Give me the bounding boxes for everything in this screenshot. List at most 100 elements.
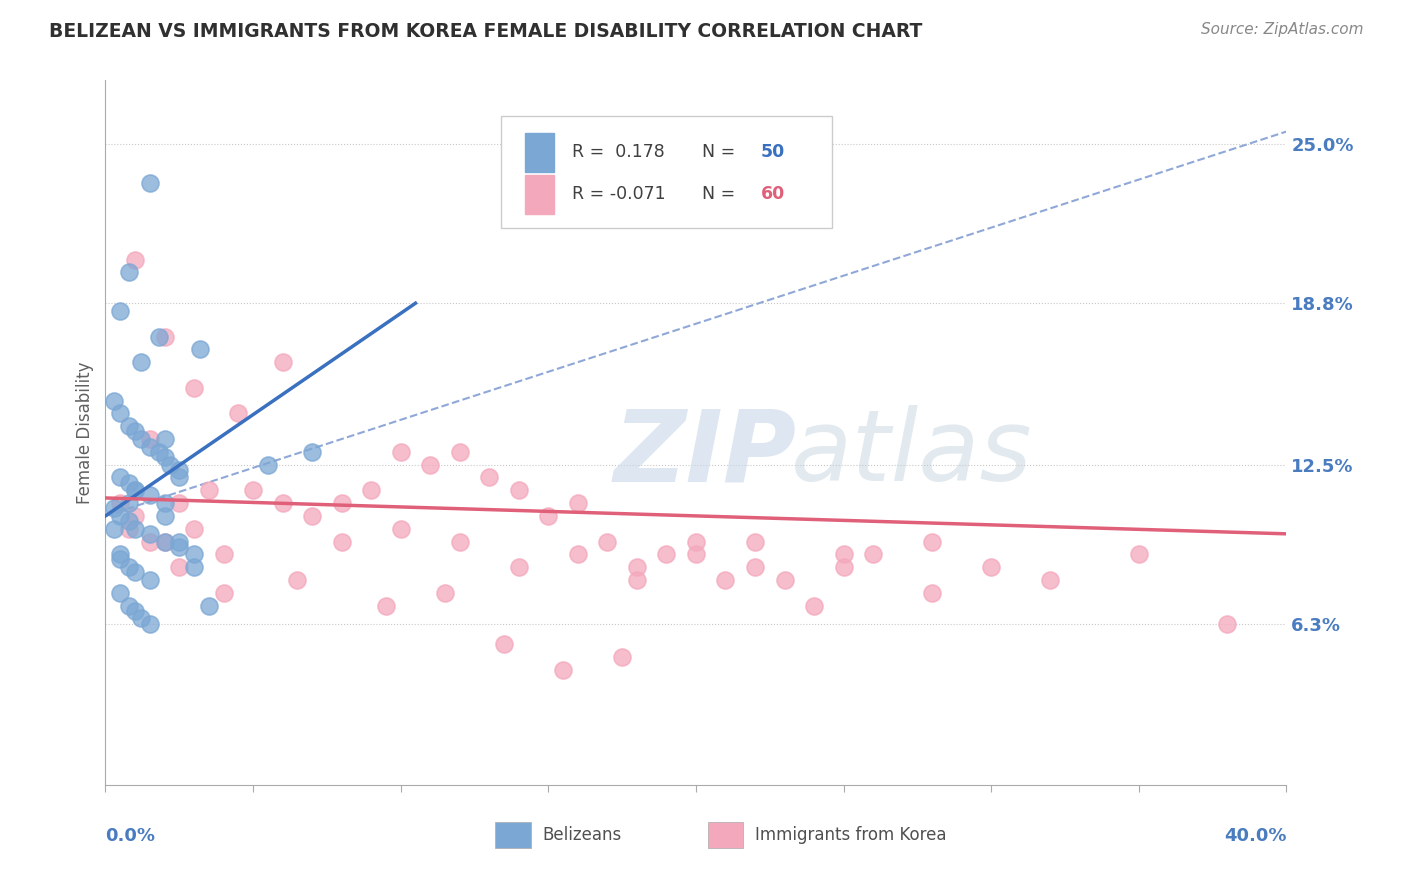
Point xyxy=(553,663,575,677)
Point xyxy=(110,547,132,561)
Point xyxy=(129,432,152,446)
Point xyxy=(103,522,125,536)
Point xyxy=(685,547,707,561)
Point xyxy=(478,470,501,484)
Point xyxy=(129,611,152,625)
Point xyxy=(374,599,398,613)
Point xyxy=(714,573,737,587)
Point xyxy=(138,573,162,587)
Point xyxy=(271,496,294,510)
Point xyxy=(626,560,648,574)
Point xyxy=(492,637,515,651)
Point xyxy=(1039,573,1062,587)
Y-axis label: Female Disability: Female Disability xyxy=(76,361,94,504)
Point xyxy=(148,445,170,459)
Point xyxy=(110,406,132,420)
Text: R = -0.071: R = -0.071 xyxy=(572,186,665,203)
Point xyxy=(124,604,146,618)
Point xyxy=(110,586,132,600)
FancyBboxPatch shape xyxy=(501,116,832,228)
Point xyxy=(153,508,176,523)
Point xyxy=(271,355,294,369)
Point xyxy=(921,586,943,600)
Text: ZIP: ZIP xyxy=(613,405,796,502)
Point xyxy=(832,547,855,561)
Point xyxy=(832,560,855,574)
Point xyxy=(118,475,141,490)
Point xyxy=(1128,547,1150,561)
Point xyxy=(212,547,235,561)
Point xyxy=(124,252,146,267)
Point xyxy=(921,534,943,549)
Point xyxy=(169,470,191,484)
Point xyxy=(183,560,205,574)
Text: R =  0.178: R = 0.178 xyxy=(572,143,665,161)
Point xyxy=(626,573,648,587)
Point xyxy=(389,522,412,536)
Point xyxy=(301,445,323,459)
Point xyxy=(188,343,211,357)
Point xyxy=(138,534,162,549)
Point xyxy=(118,599,141,613)
Point xyxy=(612,649,634,664)
Point xyxy=(287,573,309,587)
Text: N =: N = xyxy=(702,186,735,203)
Point xyxy=(433,586,456,600)
Point xyxy=(148,329,170,343)
Point xyxy=(360,483,382,498)
Text: Source: ZipAtlas.com: Source: ZipAtlas.com xyxy=(1201,22,1364,37)
Point xyxy=(419,458,441,472)
Point xyxy=(129,355,152,369)
Text: 50: 50 xyxy=(761,143,785,161)
Point xyxy=(449,534,471,549)
Point xyxy=(567,547,589,561)
Point xyxy=(655,547,678,561)
Point xyxy=(138,488,162,502)
Point xyxy=(138,440,162,454)
Point xyxy=(124,483,146,498)
Point xyxy=(803,599,825,613)
Point xyxy=(169,560,191,574)
Point xyxy=(212,586,235,600)
Text: Immigrants from Korea: Immigrants from Korea xyxy=(755,826,946,844)
Point xyxy=(508,560,530,574)
Point xyxy=(744,534,766,549)
Point xyxy=(567,496,589,510)
Point xyxy=(596,534,619,549)
Point xyxy=(138,616,162,631)
Point xyxy=(197,599,219,613)
Point xyxy=(153,534,176,549)
Point xyxy=(124,566,146,580)
Point xyxy=(110,552,132,566)
Point xyxy=(183,522,205,536)
Point xyxy=(153,534,176,549)
Point xyxy=(169,534,191,549)
Text: Belizeans: Belizeans xyxy=(543,826,621,844)
FancyBboxPatch shape xyxy=(524,133,554,172)
Point xyxy=(169,463,191,477)
Text: BELIZEAN VS IMMIGRANTS FROM KOREA FEMALE DISABILITY CORRELATION CHART: BELIZEAN VS IMMIGRANTS FROM KOREA FEMALE… xyxy=(49,22,922,41)
Point xyxy=(110,496,132,510)
Point xyxy=(110,508,132,523)
Point xyxy=(124,508,146,523)
Point xyxy=(118,522,141,536)
Point xyxy=(330,496,353,510)
Text: 0.0%: 0.0% xyxy=(105,827,156,846)
Point xyxy=(153,450,176,464)
Point xyxy=(197,483,219,498)
Point xyxy=(153,432,176,446)
Point xyxy=(1216,616,1239,631)
Point xyxy=(537,508,560,523)
Point xyxy=(110,304,132,318)
Point xyxy=(389,445,412,459)
Point xyxy=(118,419,141,434)
Point xyxy=(744,560,766,574)
Point xyxy=(124,425,146,439)
Point xyxy=(980,560,1002,574)
Point xyxy=(330,534,353,549)
Point xyxy=(103,393,125,408)
Point xyxy=(153,329,176,343)
Point xyxy=(862,547,884,561)
FancyBboxPatch shape xyxy=(524,176,554,214)
Point xyxy=(228,406,250,420)
